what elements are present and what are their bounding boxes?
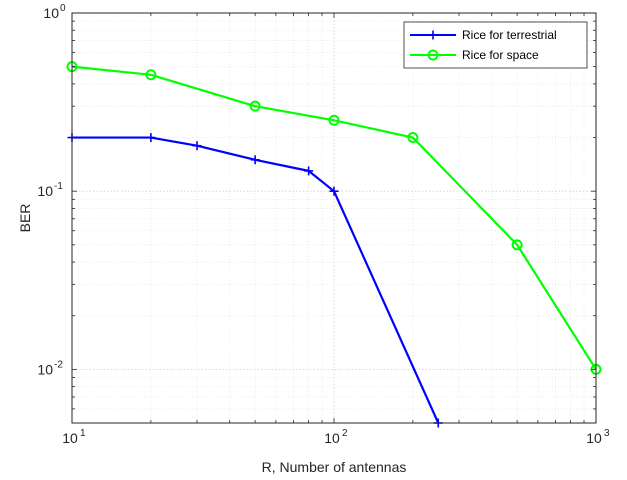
- y-tick-label-exp: -2: [54, 359, 63, 370]
- data-point-1-1: [145, 69, 157, 81]
- tick-labels: 10 1 10 2 10 310 -210 -110 0: [37, 3, 610, 446]
- y-tick-label-exp: -1: [54, 181, 63, 192]
- axis-ticks: [71, 13, 596, 424]
- y-tick-label: 10 -2: [37, 359, 63, 377]
- legend-box: [403, 21, 588, 69]
- legend-label-space: Rice for space: [462, 48, 539, 62]
- x-tick-label-exp: 1: [80, 428, 86, 439]
- x-axis-label: R, Number of antennas: [262, 459, 407, 475]
- y-tick-label-base: 10: [43, 5, 59, 21]
- data-point-1-3: [328, 114, 340, 126]
- y-tick-label-exp: 0: [60, 3, 66, 14]
- legend-label-terrestrial: Rice for terrestrial: [462, 28, 557, 42]
- legend-marker-symbol-0: [428, 30, 438, 40]
- data-point-1-2: [249, 100, 261, 112]
- x-tick-label: 10 1: [62, 428, 86, 446]
- data-point-0-4: [304, 166, 314, 176]
- data-point-0-2: [192, 141, 202, 151]
- data-point-1-5: [511, 239, 523, 251]
- legend: Rice for terrestrial Rice for space: [403, 21, 588, 69]
- x-tick-label: 10 2: [324, 428, 348, 446]
- y-axis-label: BER: [17, 204, 33, 233]
- y-tick-label-base: 10: [37, 361, 53, 377]
- series-line-1: [71, 65, 597, 370]
- x-tick-label-base: 10: [62, 430, 78, 446]
- y-tick-label: 10 -1: [37, 181, 63, 199]
- x-tick-label-exp: 3: [604, 428, 610, 439]
- legend-marker-symbol-1: [427, 49, 439, 61]
- data-point-0-3: [250, 155, 260, 165]
- y-tick-label-base: 10: [37, 183, 53, 199]
- grid-lines: [71, 13, 596, 424]
- legend-marker-space: [427, 49, 439, 61]
- x-tick-label-base: 10: [324, 430, 340, 446]
- x-tick-label-base: 10: [586, 430, 602, 446]
- data-point-0-1: [146, 133, 156, 143]
- plot-area: [72, 13, 596, 423]
- x-tick-label: 10 3: [586, 428, 610, 446]
- data-point-0-5: [329, 186, 339, 196]
- y-tick-label: 10 0: [43, 3, 66, 21]
- x-tick-label-exp: 2: [342, 428, 348, 439]
- legend-marker-terrestrial: [428, 30, 438, 40]
- data-point-1-4: [407, 132, 419, 144]
